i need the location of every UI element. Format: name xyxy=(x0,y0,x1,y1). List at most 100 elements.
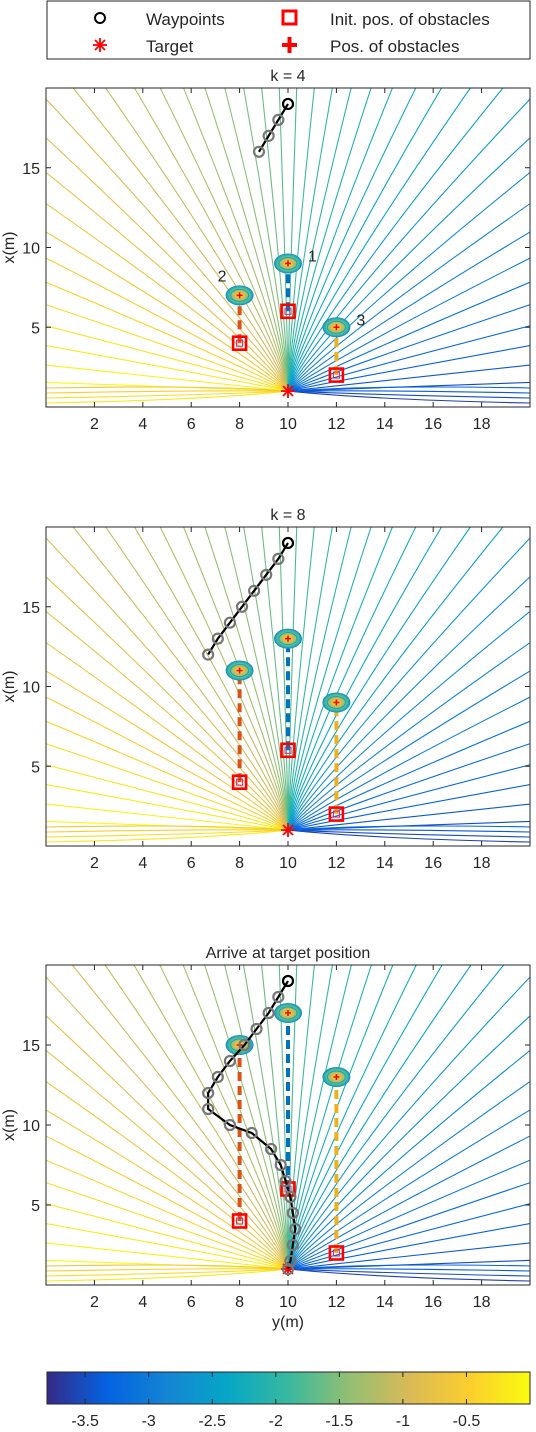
contour-line xyxy=(287,610,530,831)
waypoint-point xyxy=(279,1174,292,1188)
contour-line xyxy=(287,1182,530,1270)
waypoint-path xyxy=(207,542,289,656)
contour-line xyxy=(204,965,289,1270)
x-tick-label: 18 xyxy=(473,855,491,872)
y-tick-label: 5 xyxy=(31,320,40,337)
x-tick-label: 4 xyxy=(138,416,147,433)
contour-line xyxy=(46,1135,289,1270)
legend-init-marker xyxy=(281,9,298,26)
contour-line xyxy=(287,965,298,1270)
contour-line xyxy=(287,743,530,831)
waypoint-point xyxy=(281,536,295,550)
contour-line xyxy=(46,829,289,843)
legend-target-marker xyxy=(93,38,107,52)
waypoint-path xyxy=(258,103,289,153)
waypoint-point xyxy=(274,1158,287,1172)
x-tick-label: 6 xyxy=(187,1294,196,1311)
x-tick-label: 10 xyxy=(279,416,297,433)
contour-line xyxy=(261,527,289,831)
y-tick-label: 5 xyxy=(31,1198,40,1215)
contour-line xyxy=(287,527,315,831)
y-tick-label: 10 xyxy=(22,241,40,258)
contour-line xyxy=(287,537,530,831)
contour-line xyxy=(287,820,530,831)
contour-line xyxy=(287,829,530,838)
obstacle-ring xyxy=(278,632,298,646)
obstacle-init-marker xyxy=(328,367,345,383)
obstacle-init-marker xyxy=(231,335,248,352)
legend-init-label: Init. pos. of obstacles xyxy=(330,10,490,29)
contour-line xyxy=(182,965,289,1270)
waypoint-point xyxy=(235,600,249,613)
obstacle-ring xyxy=(326,695,346,709)
legend-waypoints-label: Waypoints xyxy=(146,10,225,29)
contour-line xyxy=(287,1049,530,1270)
obstacle-init-marker xyxy=(280,742,296,759)
contour-line xyxy=(46,381,289,392)
contour-line xyxy=(287,1264,530,1270)
obstacle-init-inner xyxy=(236,339,244,347)
obstacle-ring xyxy=(330,698,342,707)
contour-line xyxy=(287,88,417,392)
waypoint-point xyxy=(272,990,285,1004)
obstacle-ring xyxy=(330,1073,342,1081)
x-tick-label: 6 xyxy=(187,416,196,433)
contour-line xyxy=(287,88,394,392)
obstacle-ring xyxy=(282,634,294,643)
x-tick-label: 16 xyxy=(424,1294,442,1311)
waypoint-point xyxy=(252,145,266,158)
contour-line xyxy=(287,825,530,831)
contour-line xyxy=(287,1080,530,1270)
contour-line xyxy=(72,88,289,392)
contour-line xyxy=(46,1080,289,1270)
contour-line xyxy=(182,527,289,831)
contour-line xyxy=(287,976,530,1270)
contour-line xyxy=(46,1159,289,1270)
contour-line xyxy=(287,527,471,831)
contour-line xyxy=(287,363,530,392)
x-tick-label: 18 xyxy=(473,416,491,433)
x-tick-label: 2 xyxy=(90,1294,99,1311)
x-tick-label: 12 xyxy=(328,1294,346,1311)
contour-line xyxy=(46,171,289,392)
colorbar-tick-label: -0.5 xyxy=(453,1413,481,1430)
legend-pos-label: Pos. of obstacles xyxy=(330,37,459,56)
contour-line xyxy=(46,829,289,833)
contour-line xyxy=(46,743,289,831)
contour-line xyxy=(261,965,289,1270)
contour-line xyxy=(46,825,289,831)
contour-line xyxy=(46,345,289,392)
contour-line xyxy=(261,88,289,392)
contour-line xyxy=(46,1222,289,1270)
contour-line xyxy=(287,1135,530,1270)
contour-line xyxy=(287,88,333,392)
contour-line xyxy=(104,965,289,1270)
contour-line xyxy=(133,527,289,831)
colorbar-bar xyxy=(46,1371,531,1405)
contour-line xyxy=(287,1259,530,1270)
contour-line xyxy=(287,965,334,1270)
contour-line xyxy=(287,965,417,1270)
contour-line xyxy=(287,171,530,392)
contour-line xyxy=(287,527,352,831)
waypoint-point xyxy=(238,1038,251,1052)
contour-line xyxy=(287,231,530,392)
contour-line xyxy=(287,257,530,392)
contour-line xyxy=(287,527,394,831)
waypoint-point xyxy=(262,1006,275,1020)
contour-line xyxy=(46,390,289,399)
plot-title: Arrive at target position xyxy=(206,945,371,962)
contour-line xyxy=(46,641,289,831)
waypoint-point xyxy=(202,1102,215,1116)
waypoint-point xyxy=(211,1070,224,1084)
plot-title: k = 8 xyxy=(270,507,305,524)
waypoint-point xyxy=(272,113,285,127)
target-marker xyxy=(281,384,295,399)
obstacle-ring xyxy=(230,664,250,678)
contour-line xyxy=(46,231,289,392)
obstacle-ring xyxy=(326,320,346,334)
contour-line xyxy=(287,88,443,392)
contour-line xyxy=(287,670,530,831)
waypoint-point xyxy=(284,1254,297,1268)
x-tick-label: 4 xyxy=(138,855,147,872)
